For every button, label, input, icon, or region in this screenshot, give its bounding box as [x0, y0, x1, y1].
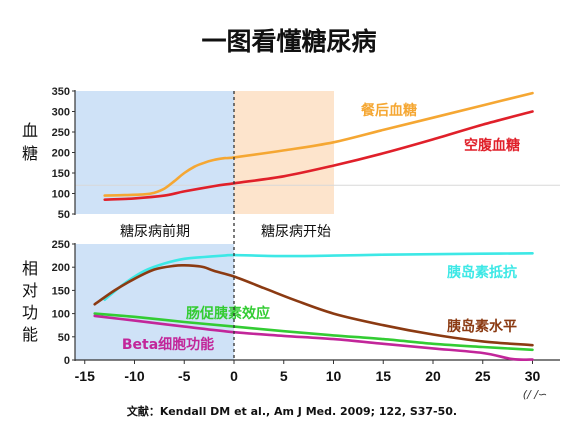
diabetes-onset-phase-label: 糖尿病开始 — [261, 224, 331, 240]
x-tick--10: -10 — [124, 368, 144, 384]
beta-cell-function-label: Beta细胞功能 — [122, 336, 214, 353]
postprandial-glucose-line — [103, 91, 534, 197]
chart-title: 一图看懂糖尿病 — [201, 27, 376, 56]
top-y-tick-350: 350 — [52, 86, 70, 98]
beta-cell-function-line — [93, 314, 534, 362]
insulin-level-label: 胰岛素水平 — [447, 318, 517, 335]
bottom-series-group — [93, 252, 534, 362]
diabetes-region-top — [234, 91, 334, 214]
bottom-y-tick-100: 100 — [52, 309, 70, 321]
bottom-y-tick-150: 150 — [52, 285, 70, 297]
x-tick-30: 30 — [525, 368, 541, 384]
top-y-label-char-2: 糖 — [22, 144, 38, 163]
insulin-level-line — [93, 263, 534, 347]
x-tick-0: 0 — [230, 368, 238, 384]
x-tick-5: 5 — [280, 368, 288, 384]
x-tick--15: -15 — [75, 368, 95, 384]
bottom-y-tick-50: 50 — [58, 332, 70, 344]
watermark-signature: (∕ ∕∽ — [523, 388, 547, 401]
bottom-y-tick-250: 250 — [52, 239, 70, 251]
top-y-tick-150: 150 — [52, 168, 70, 180]
top-series-group — [103, 91, 534, 201]
top-y-tick-50: 50 — [58, 209, 70, 221]
prediabetes-region-bottom — [75, 244, 234, 360]
top-y-tick-100: 100 — [52, 189, 70, 201]
top-y-tick-labels: 350 300 250 200 150 100 50 — [52, 86, 75, 221]
fasting-glucose-line — [103, 110, 534, 201]
blood-glucose-panel: 350 300 250 200 150 100 50 血 糖 餐后血糖 空腹血糖 — [22, 86, 560, 221]
bottom-y-label-char-2: 对 — [22, 281, 38, 300]
top-y-tick-200: 200 — [52, 148, 70, 160]
x-tick-25: 25 — [475, 368, 491, 384]
incretin-effect-line — [93, 312, 534, 352]
x-tick--5: -5 — [178, 368, 191, 384]
x-tick-15: 15 — [375, 368, 391, 384]
fasting-glucose-label: 空腹血糖 — [464, 137, 520, 154]
x-tick-20: 20 — [425, 368, 441, 384]
bottom-y-tick-0: 0 — [64, 355, 70, 367]
x-tick-labels: -15 -10 -5 0 5 10 15 20 25 30 — [75, 360, 541, 384]
citation: 文献：Kendall DM et al., Am J Med. 2009; 12… — [127, 404, 457, 418]
bottom-y-label-char-4: 能 — [22, 325, 38, 344]
prediabetes-phase-label: 糖尿病前期 — [120, 223, 190, 240]
insulin-resistance-label: 胰岛素抵抗 — [447, 264, 517, 281]
bottom-y-tick-labels: 250 200 150 100 50 0 — [52, 239, 75, 367]
top-y-tick-250: 250 — [52, 127, 70, 139]
bottom-y-tick-200: 200 — [52, 262, 70, 274]
top-y-tick-300: 300 — [52, 107, 70, 119]
top-y-label-char-1: 血 — [22, 121, 38, 140]
postprandial-glucose-label: 餐后血糖 — [360, 102, 417, 119]
bottom-y-label-char-1: 相 — [22, 259, 38, 278]
bottom-y-label-char-3: 功 — [22, 303, 38, 322]
x-tick-10: 10 — [326, 368, 342, 384]
insulin-resistance-line — [103, 252, 534, 301]
incretin-effect-label: 肠促胰素效应 — [186, 305, 270, 322]
relative-function-panel: 250 200 150 100 50 0 -15 -10 -5 0 5 10 15 20 25 30 相 对… — [22, 239, 560, 384]
